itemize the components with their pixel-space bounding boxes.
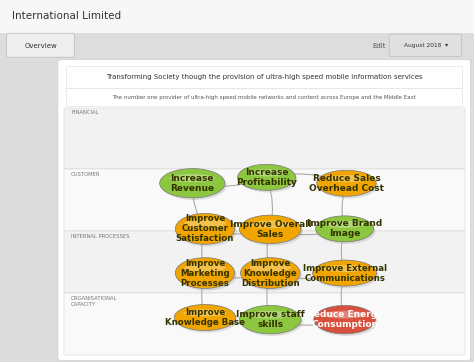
Ellipse shape [316, 216, 374, 242]
Ellipse shape [239, 167, 298, 193]
Ellipse shape [316, 308, 377, 336]
FancyBboxPatch shape [0, 33, 474, 59]
Ellipse shape [249, 264, 291, 272]
FancyBboxPatch shape [66, 66, 462, 88]
Ellipse shape [175, 214, 235, 244]
Text: FINANCIAL: FINANCIAL [71, 110, 99, 115]
Text: Improve
Marketing
Processes: Improve Marketing Processes [180, 258, 230, 287]
FancyBboxPatch shape [64, 169, 465, 231]
Ellipse shape [249, 311, 292, 319]
FancyBboxPatch shape [64, 231, 465, 293]
Ellipse shape [315, 262, 378, 288]
FancyBboxPatch shape [64, 293, 465, 355]
Text: The number one provider of ultra-high speed mobile networks and content across E: The number one provider of ultra-high sp… [112, 94, 416, 100]
Ellipse shape [239, 215, 301, 244]
FancyBboxPatch shape [58, 59, 471, 361]
Ellipse shape [314, 306, 375, 334]
Text: August 2018  ▾: August 2018 ▾ [403, 43, 448, 48]
Ellipse shape [240, 258, 300, 289]
Text: Overview: Overview [24, 43, 57, 49]
Text: Reduce Energy
Consumption: Reduce Energy Consumption [307, 310, 383, 329]
Text: Improve
Knowledge Base: Improve Knowledge Base [165, 308, 245, 327]
FancyBboxPatch shape [389, 34, 462, 56]
FancyBboxPatch shape [66, 88, 462, 106]
Ellipse shape [177, 260, 237, 291]
Ellipse shape [326, 175, 367, 182]
Text: Transforming Society though the provision of ultra-high speed mobile information: Transforming Society though the provisio… [106, 74, 422, 80]
Ellipse shape [241, 308, 303, 336]
Ellipse shape [324, 221, 365, 228]
Ellipse shape [246, 169, 287, 176]
Text: International Limited: International Limited [12, 11, 121, 21]
Text: Increase
Profitability: Increase Profitability [236, 168, 297, 187]
Text: Improve
Customer
Satisfaction: Improve Customer Satisfaction [176, 214, 234, 243]
Ellipse shape [322, 265, 367, 272]
Ellipse shape [242, 260, 302, 291]
FancyBboxPatch shape [7, 33, 74, 57]
Ellipse shape [169, 174, 215, 182]
Ellipse shape [177, 216, 237, 247]
Ellipse shape [174, 304, 236, 331]
Ellipse shape [237, 164, 296, 190]
Ellipse shape [162, 171, 227, 200]
Text: Improve Overall
Sales: Improve Overall Sales [229, 220, 311, 239]
Ellipse shape [160, 169, 225, 198]
Ellipse shape [183, 310, 227, 316]
Ellipse shape [318, 218, 375, 244]
Text: Improve staff
skills: Improve staff skills [236, 310, 305, 329]
Text: Improve External
Communications: Improve External Communications [302, 264, 387, 283]
FancyBboxPatch shape [0, 0, 474, 33]
Text: Improve Brand
Image: Improve Brand Image [307, 219, 382, 239]
Ellipse shape [323, 311, 366, 319]
Ellipse shape [249, 220, 292, 228]
Ellipse shape [176, 307, 237, 333]
Text: Improve
Knowledge
Distribution: Improve Knowledge Distribution [241, 258, 300, 287]
Text: CUSTOMER: CUSTOMER [71, 172, 100, 177]
Text: INTERNAL PROCESSES: INTERNAL PROCESSES [71, 234, 129, 239]
Ellipse shape [313, 260, 376, 286]
Ellipse shape [239, 306, 301, 334]
Ellipse shape [317, 170, 376, 196]
Ellipse shape [184, 219, 226, 228]
Ellipse shape [175, 258, 235, 289]
FancyBboxPatch shape [64, 108, 465, 169]
Text: Edit: Edit [373, 43, 386, 49]
Text: ORGANISATIONAL
CAPACITY: ORGANISATIONAL CAPACITY [71, 296, 118, 307]
Text: Reduce Sales
Overhead Cost: Reduce Sales Overhead Cost [309, 174, 384, 193]
Ellipse shape [241, 217, 303, 246]
Ellipse shape [184, 264, 226, 272]
Ellipse shape [319, 172, 378, 198]
Text: Increase
Revenue: Increase Revenue [170, 174, 214, 193]
